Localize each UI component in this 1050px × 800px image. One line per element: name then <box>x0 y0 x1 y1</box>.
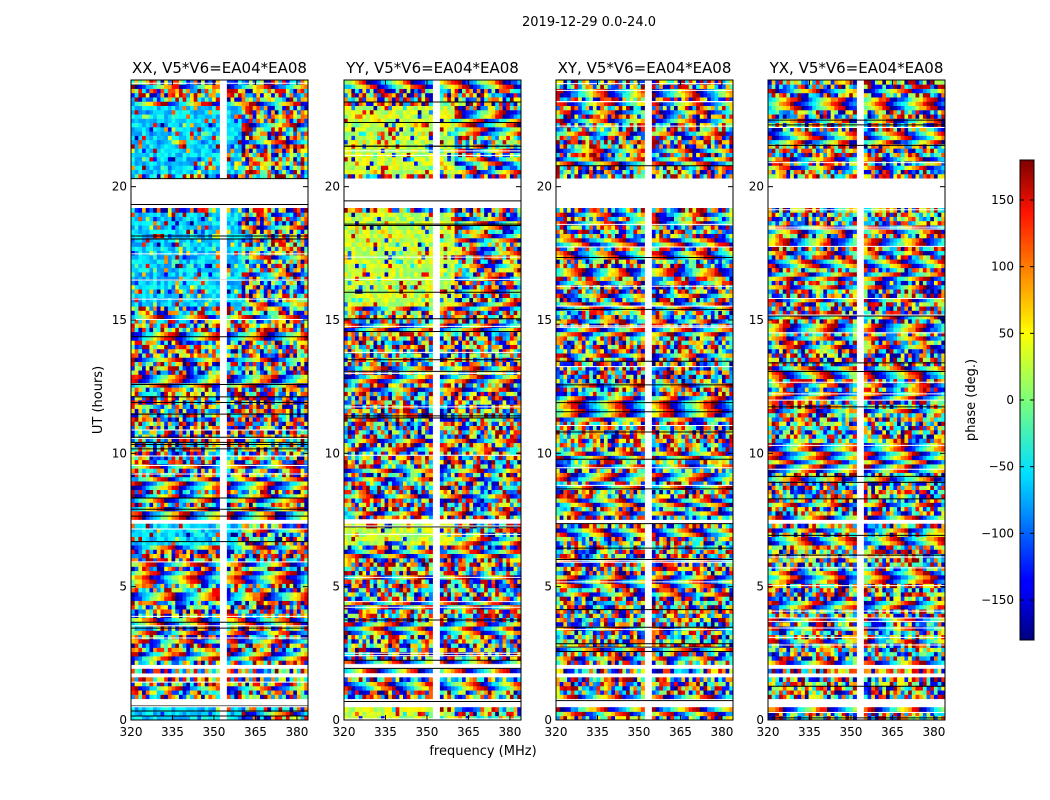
y-tick-label: 15 <box>749 313 764 327</box>
x-tick-label: 365 <box>669 725 692 739</box>
x-tick-label: 365 <box>881 725 904 739</box>
x-tick-label: 365 <box>457 725 480 739</box>
y-tick-label: 10 <box>325 446 340 460</box>
colorbar-tick-label: 100 <box>991 260 1014 274</box>
y-tick-label: 15 <box>325 313 340 327</box>
x-tick-label: 320 <box>545 725 568 739</box>
panel-title: YX, V5*V6=EA04*EA08 <box>769 59 944 77</box>
panel-title: XX, V5*V6=EA04*EA08 <box>132 59 307 77</box>
colorbar-tick-label: −150 <box>981 593 1014 607</box>
y-axis-label: UT (hours) <box>91 366 106 434</box>
panel-frame <box>343 79 522 721</box>
y-tick-label: 10 <box>749 446 764 460</box>
colorbar-tick-label: 150 <box>991 193 1014 207</box>
x-tick-label: 380 <box>922 725 945 739</box>
y-tick-label: 0 <box>119 713 127 727</box>
y-tick-label: 5 <box>544 580 552 594</box>
x-tick-label: 320 <box>757 725 780 739</box>
x-tick-label: 320 <box>120 725 143 739</box>
x-tick-label: 335 <box>374 725 397 739</box>
y-tick-label: 5 <box>119 580 127 594</box>
y-tick-label: 0 <box>544 713 552 727</box>
x-tick-label: 320 <box>333 725 356 739</box>
x-tick-label: 335 <box>586 725 609 739</box>
colorbar-tick-label: 50 <box>999 326 1014 340</box>
x-tick-label: 380 <box>498 725 521 739</box>
x-tick-label: 350 <box>416 725 439 739</box>
y-tick-label: 0 <box>756 713 764 727</box>
y-tick-label: 15 <box>537 313 552 327</box>
y-tick-label: 20 <box>112 180 127 194</box>
colorbar-label: phase (deg.) <box>964 359 979 441</box>
x-tick-label: 380 <box>710 725 733 739</box>
y-tick-label: 5 <box>332 580 340 594</box>
y-tick-label: 0 <box>332 713 340 727</box>
x-tick-label: 365 <box>244 725 267 739</box>
x-tick-label: 335 <box>161 725 184 739</box>
y-tick-label: 10 <box>112 446 127 460</box>
panel-frame <box>130 79 309 721</box>
phase-heatmap <box>344 80 521 720</box>
panel-xy: XY, V5*V6=EA04*EA08 320 335 350 365 380 0 5 10 15… <box>537 59 734 739</box>
colorbar-tick-label: −100 <box>981 526 1014 540</box>
y-tick-label: 20 <box>749 180 764 194</box>
colorbar-tick-label: −50 <box>989 460 1014 474</box>
x-tick-label: 380 <box>285 725 308 739</box>
y-tick-label: 20 <box>325 180 340 194</box>
panel-yx: YX, V5*V6=EA04*EA08 320 335 350 365 380 0 5 10 15… <box>749 59 946 739</box>
figure-suptitle: 2019-12-29 0.0-24.0 <box>522 15 656 30</box>
panel-yy: YY, V5*V6=EA04*EA08 320 335 350 365 380 0 5 10 15… <box>325 59 522 739</box>
panel-xx: XX, V5*V6=EA04*EA08 320 335 350 365 380 0 5 10 15… <box>112 59 309 739</box>
phase-heatmap <box>131 80 308 720</box>
y-tick-label: 5 <box>756 580 764 594</box>
x-tick-label: 335 <box>798 725 821 739</box>
x-tick-label: 350 <box>628 725 651 739</box>
y-tick-label: 15 <box>112 313 127 327</box>
colorbar: −150 −100 −50 0 50 100 150 <box>981 159 1035 641</box>
y-tick-label: 10 <box>537 446 552 460</box>
x-tick-label: 350 <box>203 725 226 739</box>
y-tick-label: 20 <box>537 180 552 194</box>
panels-group: XX, V5*V6=EA04*EA08 320 335 350 365 380 0 5 10 15… <box>112 59 946 739</box>
panel-frame <box>555 79 734 721</box>
x-axis-label: frequency (MHz) <box>429 744 536 759</box>
panel-frame <box>767 79 946 721</box>
phase-heatmap <box>768 80 945 720</box>
x-tick-label: 350 <box>840 725 863 739</box>
panel-title: XY, V5*V6=EA04*EA08 <box>558 59 732 77</box>
phase-heatmap <box>556 80 733 720</box>
colorbar-tick-label: 0 <box>1006 393 1014 407</box>
panel-title: YY, V5*V6=EA04*EA08 <box>345 59 519 77</box>
